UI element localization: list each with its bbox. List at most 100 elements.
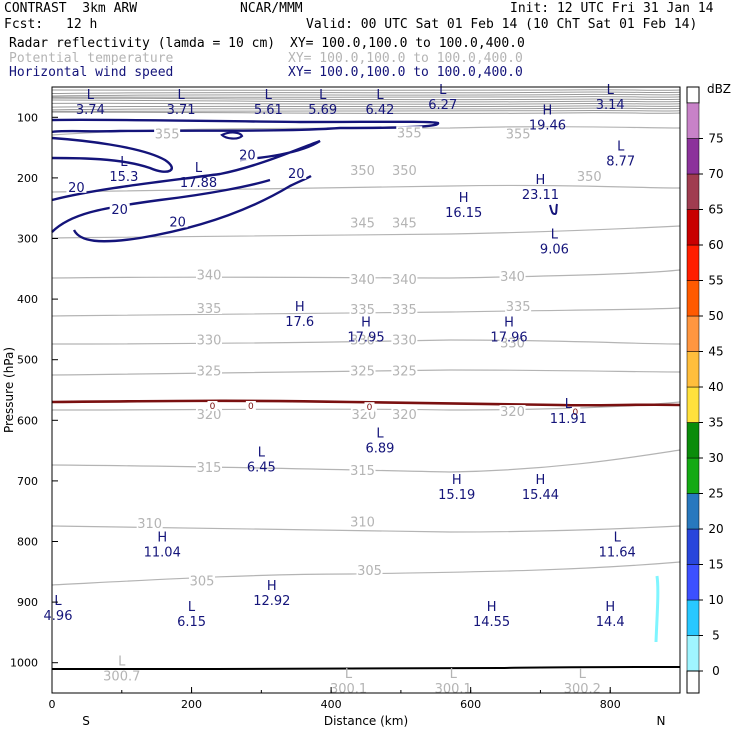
theta-band-line	[51, 99, 681, 103]
colorbar-level-label: 20	[708, 522, 723, 536]
colorbar-swatch	[686, 209, 700, 246]
low-marker: L	[439, 83, 447, 98]
theta-contour-label: 355	[155, 127, 180, 142]
high-value: 11.04	[144, 546, 181, 561]
theta-contour-label: 335	[350, 303, 375, 318]
low-marker: L	[607, 83, 615, 98]
stratosphere-theta-band	[51, 89, 681, 114]
colorbar-level-label: 5	[712, 629, 720, 643]
low-value: 6.27	[428, 98, 457, 113]
theta-band-line	[51, 102, 681, 105]
valid-time: Valid: 00 UTC Sat 01 Feb 14 (10 ChT Sat …	[306, 17, 698, 32]
north-end-label: N	[657, 714, 666, 728]
freezing-level-label: 0	[367, 403, 373, 413]
colorbar-swatch	[686, 493, 700, 530]
theta-contour-label: 320	[500, 405, 525, 420]
low-marker: L	[265, 88, 273, 103]
label-mask	[154, 127, 181, 140]
theta-contour-label: 335	[392, 303, 417, 318]
freezing-level-label: 0	[572, 408, 578, 418]
theta-band-line	[51, 91, 681, 95]
high-value: 17.6	[285, 315, 314, 330]
colorbar-level-label: 70	[708, 167, 723, 181]
high-marker: H	[452, 473, 462, 488]
low-marker: L	[551, 228, 559, 243]
field-wind-name: Horizontal wind speed	[9, 65, 174, 80]
colorbar-bottom-cap	[686, 670, 700, 694]
label-mask	[364, 402, 375, 413]
y-axis-label: Pressure (hPa)	[2, 347, 16, 433]
colorbar-level-label: 0	[712, 664, 720, 678]
label-mask	[109, 203, 130, 216]
label-mask	[349, 364, 376, 377]
theta-contour-label: 345	[392, 217, 417, 232]
high-value: 15.19	[438, 488, 475, 503]
low-value: 4.96	[44, 609, 73, 624]
colorbar-level-label: 30	[708, 451, 723, 465]
label-mask	[349, 272, 376, 285]
colorbar-level-label: 75	[708, 132, 723, 146]
colorbar-swatch	[686, 528, 700, 565]
wind-contour-label: 20	[68, 181, 85, 196]
low-value: 3.74	[76, 103, 105, 118]
low-marker: L	[258, 446, 266, 461]
label-mask	[196, 333, 222, 346]
low-marker: L	[617, 140, 625, 155]
colorbar-swatch	[686, 351, 700, 388]
y-tick-label: 800	[17, 536, 38, 549]
y-tick-label: 100	[17, 111, 38, 124]
label-mask	[391, 408, 418, 421]
high-marker: H	[157, 531, 167, 546]
y-tick-label: 300	[17, 233, 38, 246]
terrain-line	[51, 666, 681, 670]
colorbar-swatch	[686, 280, 700, 317]
colorbar-level-label: 40	[708, 380, 723, 394]
theta-contour-label: 315	[197, 461, 222, 476]
label-mask	[196, 268, 222, 281]
y-tick-label: 200	[17, 172, 38, 185]
low-marker: L	[319, 88, 327, 103]
low-marker: L	[195, 161, 203, 176]
wind-contour-label: 20	[111, 203, 128, 218]
label-mask	[356, 563, 383, 576]
high-marker: H	[536, 173, 546, 188]
theta-band-line	[51, 96, 681, 98]
label-mask	[349, 463, 376, 476]
model-title: CONTRAST 3km ARW	[4, 1, 138, 16]
wind-speed-contours	[51, 118, 558, 243]
label-mask	[391, 333, 418, 346]
theta-contour-label: 350	[577, 170, 602, 185]
field-reflectivity-xy: XY= 100.0,100.0 to 100.0,400.0	[290, 36, 525, 51]
x-tick-label: 400	[321, 698, 342, 711]
low-value: 300.1	[330, 682, 367, 697]
high-value: 19.46	[529, 118, 566, 133]
low-value: 5.69	[308, 103, 337, 118]
low-value: 9.06	[540, 243, 569, 258]
theta-band-line	[51, 107, 681, 111]
freezing-level-line	[51, 399, 681, 407]
high-value: 17.96	[490, 330, 527, 345]
theta-contour-label: 335	[197, 302, 222, 317]
label-mask	[136, 517, 163, 530]
y-tick-label: 900	[17, 596, 38, 609]
label-mask	[196, 460, 222, 473]
colorbar-level-label: 25	[708, 487, 723, 501]
freezing-level-label: 0	[210, 402, 216, 412]
theta-band-line	[51, 109, 681, 112]
high-marker: H	[543, 103, 553, 118]
theta-band-line	[51, 105, 681, 108]
label-mask	[189, 574, 216, 587]
colorbar-level-label: 65	[708, 203, 723, 217]
low-value: 8.77	[606, 155, 635, 170]
wind-contour-label: 20	[169, 215, 186, 230]
label-mask	[570, 407, 581, 418]
colorbar-swatch	[686, 173, 700, 210]
colorbar-top-cap	[686, 86, 700, 104]
high-marker: H	[295, 300, 305, 315]
label-mask	[391, 303, 418, 316]
wind-contour-label: 20	[288, 167, 305, 182]
label-mask	[349, 515, 376, 528]
colorbar-level-label: 45	[708, 345, 723, 359]
label-mask	[391, 272, 418, 285]
